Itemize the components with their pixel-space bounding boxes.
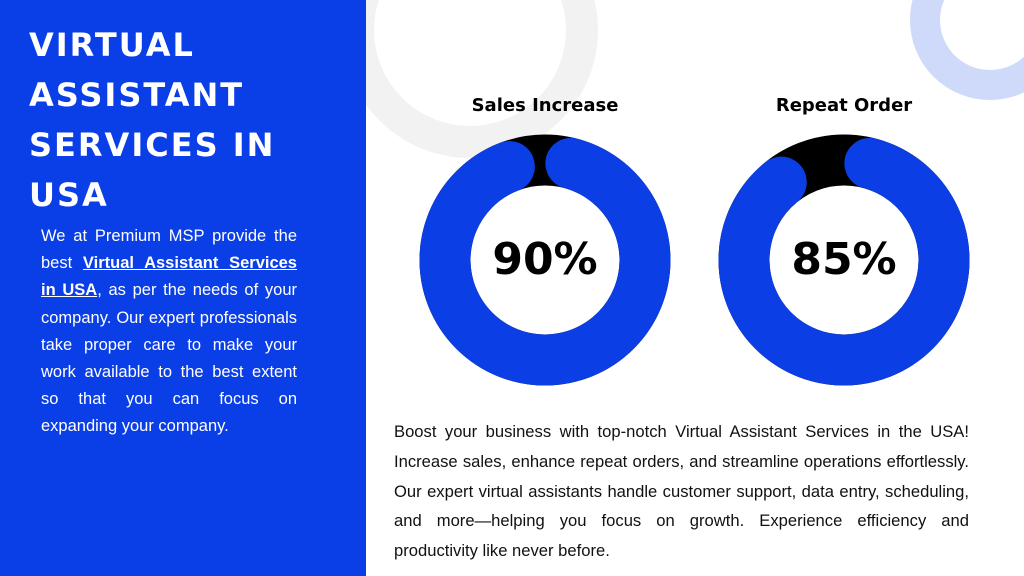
text: We at Premium MSP provide the best (41, 227, 297, 273)
panel-paragraph: We at Premium MSP provide the best Virtu… (41, 223, 297, 441)
panel-title: VIRTUAL ASSISTANT SERVICES IN USA (29, 26, 276, 214)
body-paragraph: Boost your business with top-notch Virtu… (394, 422, 969, 561)
donut-arc (419, 134, 671, 386)
chart-title: Repeat Order (776, 95, 912, 116)
donut-arc (718, 134, 970, 386)
decor-ring (910, 0, 1024, 100)
decor-ring (342, 0, 598, 158)
side-panel: VIRTUAL ASSISTANT SERVICES IN USA We at … (0, 0, 366, 576)
center-label: 90% (492, 234, 597, 285)
chart-title: Sales Increase (472, 95, 619, 116)
center-label: 85% (791, 234, 896, 285)
link[interactable]: Virtual Assistant Services in USA (41, 254, 297, 300)
text: , as per the needs of your company. Our … (41, 281, 297, 436)
